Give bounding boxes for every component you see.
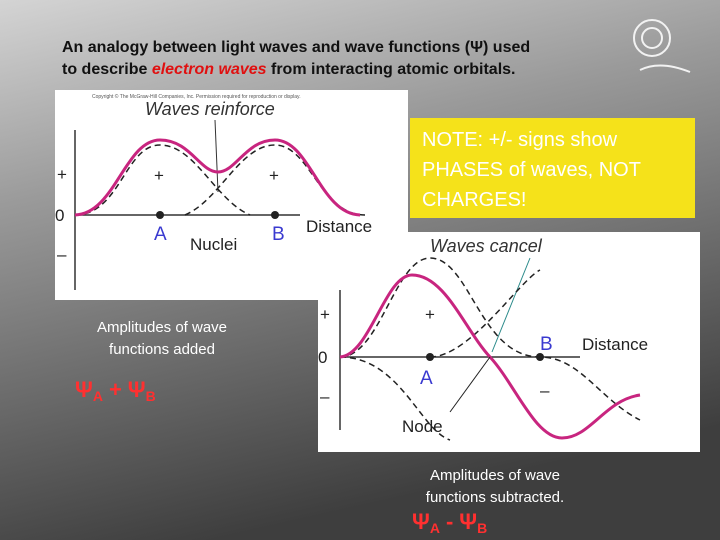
figure-heading: Waves cancel bbox=[430, 236, 543, 256]
caption: Amplitudes of wave bbox=[97, 319, 227, 336]
nuclei-label: Nuclei bbox=[190, 235, 237, 254]
psi: Ψ bbox=[459, 509, 477, 534]
nucleus-label: A bbox=[154, 224, 167, 245]
psi: Ψ bbox=[412, 509, 430, 534]
caption: functions added bbox=[109, 341, 215, 358]
axis-zero: 0 bbox=[318, 348, 327, 367]
operator: + bbox=[109, 377, 122, 402]
sign: – bbox=[540, 381, 550, 400]
nucleus-label: A bbox=[420, 368, 433, 389]
subscript: A bbox=[430, 520, 440, 536]
axis-zero: 0 bbox=[55, 206, 64, 225]
note-text: PHASES of waves, NOT bbox=[422, 159, 641, 181]
subscript: B bbox=[477, 520, 487, 536]
title-line: to describe electron waves from interact… bbox=[62, 61, 515, 78]
nucleus-label: B bbox=[540, 334, 553, 355]
sign: + bbox=[425, 305, 435, 324]
note-box bbox=[410, 118, 695, 218]
axis-label: Distance bbox=[306, 217, 372, 236]
subscript: B bbox=[146, 388, 156, 404]
title-text: from interacting atomic orbitals. bbox=[267, 61, 516, 78]
axis-sign: – bbox=[320, 387, 330, 406]
axis-sign: + bbox=[57, 165, 67, 184]
note-text: CHARGES! bbox=[422, 189, 526, 211]
logo bbox=[633, 19, 691, 73]
axis-label: Distance bbox=[582, 335, 648, 354]
node-label: Node bbox=[402, 417, 443, 436]
psi: Ψ bbox=[75, 377, 93, 402]
psi: Ψ bbox=[128, 377, 146, 402]
axis-sign: – bbox=[57, 245, 67, 264]
figure-heading: Waves reinforce bbox=[145, 99, 275, 119]
operator: - bbox=[446, 509, 453, 534]
nucleus-label: B bbox=[272, 224, 285, 245]
formula: ΨA + ΨB bbox=[75, 377, 156, 404]
figure-cancel: Waves cancel + 0 – + – B A Distance Node bbox=[318, 232, 700, 452]
caption: functions subtracted. bbox=[426, 489, 564, 506]
title-text: to describe bbox=[62, 61, 152, 78]
axis-sign: + bbox=[320, 305, 330, 324]
subscript: A bbox=[93, 388, 103, 404]
title-line: An analogy between light waves and wave … bbox=[62, 39, 530, 56]
formula: ΨA - ΨB bbox=[412, 509, 487, 536]
caption: Amplitudes of wave bbox=[430, 467, 560, 484]
copyright: Copyright © The McGraw-Hill Companies, I… bbox=[92, 93, 301, 100]
sign: + bbox=[269, 166, 279, 185]
sign: + bbox=[154, 166, 164, 185]
note-text: NOTE: +/- signs show bbox=[422, 129, 618, 151]
title-highlight: electron waves bbox=[152, 61, 267, 78]
